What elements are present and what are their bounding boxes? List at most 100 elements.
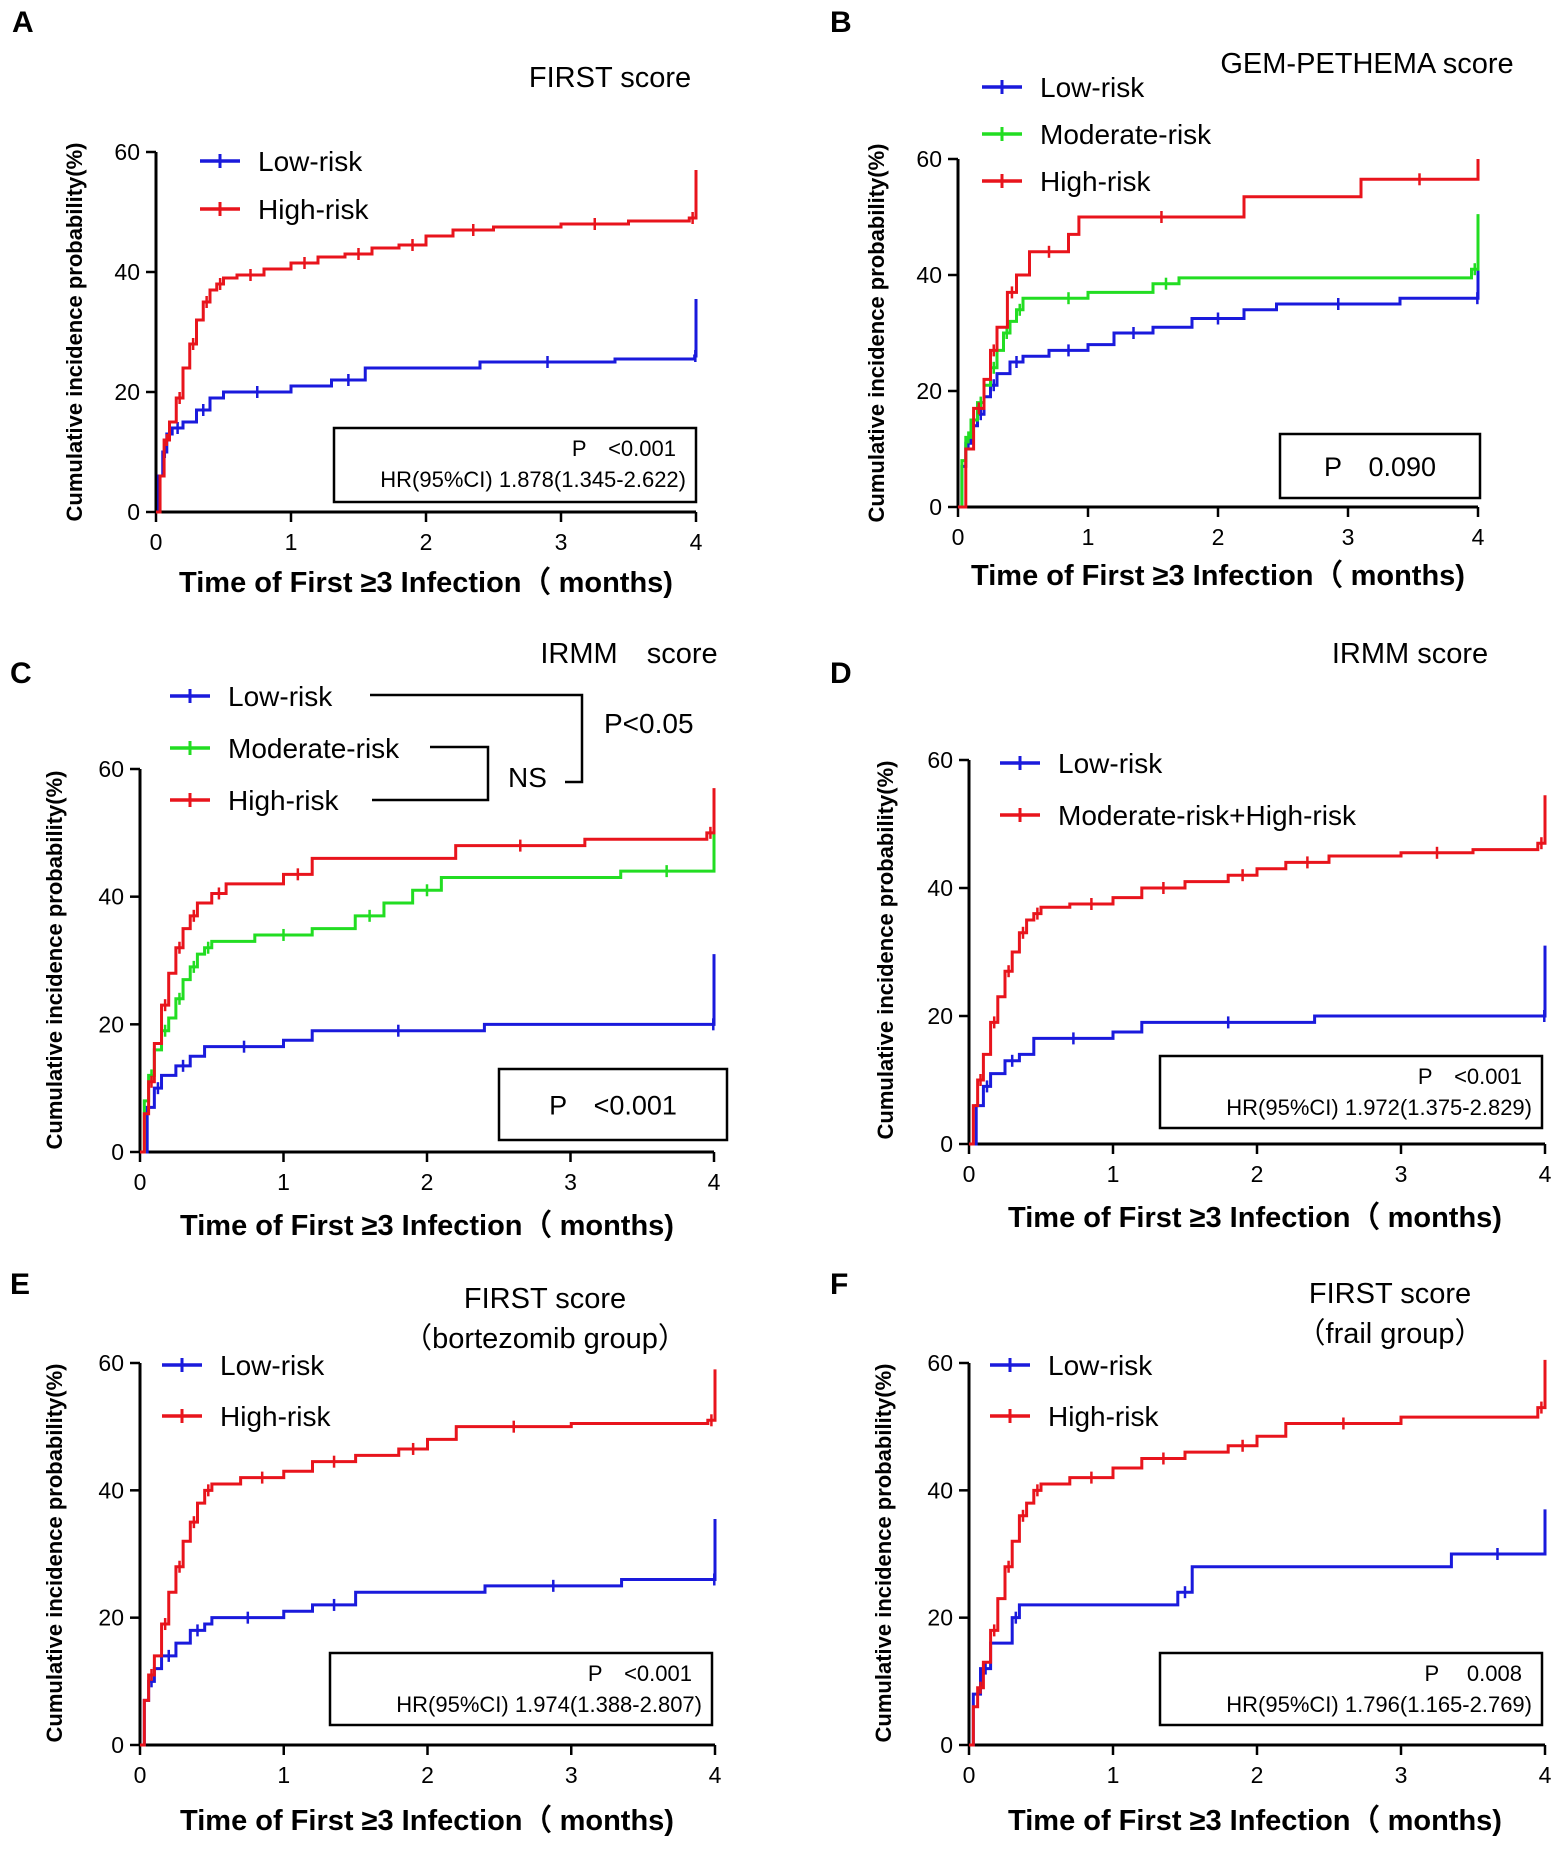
- x-tick-label: 3: [564, 1169, 577, 1195]
- stats-box: [1158, 1054, 1544, 1130]
- hazard-ratio: HR(95%CI) 1.796(1.165-2.769): [1226, 1692, 1532, 1717]
- x-tick-label: 3: [555, 529, 568, 555]
- x-tick-label: 3: [1395, 1161, 1408, 1187]
- x-tick-label: 4: [1472, 524, 1485, 550]
- x-tick-label: 1: [1082, 524, 1095, 550]
- legend-label: Moderate-risk: [1040, 119, 1212, 150]
- panel-e: E FIRST score （bortezomib group） 0 20 40 60 0 1 2…: [10, 1268, 722, 1837]
- y-tick-label: 20: [114, 379, 140, 405]
- chart-title: FIRST score: [464, 1283, 626, 1315]
- stats-box: [332, 426, 698, 504]
- x-tick-label: 0: [952, 524, 965, 550]
- stats-box: [328, 1651, 714, 1727]
- chart-title: IRMM score: [540, 638, 717, 670]
- p-value: P <0.001: [588, 1661, 692, 1686]
- x-axis-title: Time of First ≥3 Infection（ months): [179, 566, 673, 599]
- x-axis-title: Time of First ≥3 Infection（ months): [1008, 1201, 1502, 1234]
- p-value: P <0.001: [549, 1091, 677, 1121]
- curve-high-risk: [958, 159, 1480, 509]
- panel-d: D IRMM score 0 20 40 60 0 1 2 3 4 Time of First ≥3 …: [830, 638, 1552, 1234]
- x-tick-label: 3: [1395, 1762, 1408, 1788]
- x-tick-label: 2: [420, 529, 433, 555]
- y-tick-label: 0: [111, 1139, 124, 1165]
- y-tick-label: 40: [98, 1477, 124, 1503]
- y-tick-label: 0: [940, 1732, 953, 1758]
- curve-moderate-risk-high-risk: [969, 795, 1547, 1146]
- panel-letter: E: [10, 1268, 30, 1301]
- y-axis-title: Cumulative incidence probability(%): [42, 1364, 67, 1743]
- hazard-ratio: HR(95%CI) 1.878(1.345-2.622): [380, 467, 686, 492]
- annotation-ns: NS: [508, 762, 547, 793]
- panel-letter: F: [830, 1268, 848, 1301]
- chart-title: GEM-PETHEMA score: [1220, 48, 1513, 80]
- x-tick-label: 0: [134, 1762, 147, 1788]
- x-tick-label: 2: [1251, 1161, 1264, 1187]
- x-axis-title: Time of First ≥3 Infection（ months): [180, 1209, 674, 1242]
- stats-box: [1278, 432, 1482, 500]
- chart-title: FIRST score: [529, 62, 691, 94]
- hazard-ratio: HR(95%CI) 1.972(1.375-2.829): [1226, 1095, 1532, 1120]
- chart-title: FIRST score: [1309, 1278, 1471, 1310]
- y-tick-label: 40: [916, 262, 942, 288]
- x-axis-title: Time of First ≥3 Infection（ months): [1008, 1804, 1502, 1837]
- x-tick-label: 1: [285, 529, 298, 555]
- legend-label: Low-risk: [220, 1350, 325, 1381]
- bracket-p-value: [370, 693, 584, 784]
- p-value: P <0.001: [572, 436, 676, 461]
- curve-high-risk: [969, 1359, 1547, 1747]
- y-tick-label: 60: [927, 747, 953, 773]
- curve-low-risk: [140, 1518, 717, 1747]
- y-axis-title: Cumulative incidence probability(%): [62, 143, 87, 522]
- hazard-ratio: HR(95%CI) 1.974(1.388-2.807): [396, 1692, 702, 1717]
- y-tick-label: 20: [916, 378, 942, 404]
- curve-low-risk: [156, 299, 698, 514]
- y-tick-label: 60: [114, 139, 140, 165]
- y-tick-label: 0: [111, 1732, 124, 1758]
- x-tick-label: 4: [709, 1762, 722, 1788]
- legend-label: High-risk: [1040, 166, 1151, 197]
- curve-high-risk: [140, 1369, 717, 1747]
- x-tick-label: 1: [1107, 1161, 1120, 1187]
- x-tick-label: 2: [421, 1762, 434, 1788]
- x-tick-label: 0: [150, 529, 163, 555]
- x-tick-label: 3: [1342, 524, 1355, 550]
- x-tick-label: 2: [1212, 524, 1225, 550]
- legend-label: Low-risk: [1048, 1350, 1153, 1381]
- legend-label: High-risk: [1048, 1401, 1159, 1432]
- curve-low-risk: [969, 945, 1547, 1146]
- y-tick-label: 40: [927, 875, 953, 901]
- stats-box: [1158, 1651, 1544, 1727]
- x-tick-label: 3: [565, 1762, 578, 1788]
- y-axis-title: Cumulative incidence probability(%): [871, 1364, 896, 1743]
- x-tick-label: 4: [708, 1169, 721, 1195]
- p-value: P 0.090: [1324, 452, 1436, 482]
- panel-letter: C: [10, 657, 32, 690]
- y-tick-label: 40: [98, 884, 124, 910]
- y-tick-label: 20: [98, 1605, 124, 1631]
- curve-low-risk: [140, 954, 716, 1154]
- panel-letter: A: [12, 6, 34, 39]
- x-tick-label: 4: [690, 529, 703, 555]
- y-tick-label: 0: [929, 494, 942, 520]
- x-tick-label: 2: [1251, 1762, 1264, 1788]
- legend-label: Moderate-risk: [228, 733, 400, 764]
- panel-b: B GEM-PETHEMA score 0 20 40 60 0 1 2 3 4 Time of Fi…: [830, 6, 1514, 592]
- annotation-p-significant: P<0.05: [604, 708, 694, 739]
- legend-label: High-risk: [228, 785, 339, 816]
- y-tick-label: 20: [927, 1003, 953, 1029]
- curve-high-risk: [140, 788, 716, 1154]
- panel-c: C IRMM score 0 20 40 60 0 1 2 3 4 Time of First ≥3 …: [10, 638, 729, 1242]
- y-tick-label: 20: [98, 1011, 124, 1037]
- chart-title: （bortezomib group）: [403, 1323, 687, 1355]
- y-axis-title: Cumulative incidence probability(%): [873, 761, 898, 1140]
- legend-label: Moderate-risk+High-risk: [1058, 800, 1357, 831]
- chart-title: IRMM score: [1332, 638, 1488, 670]
- x-tick-label: 0: [134, 1169, 147, 1195]
- y-tick-label: 0: [940, 1131, 953, 1157]
- x-tick-label: 1: [277, 1762, 290, 1788]
- x-axis-title: Time of First ≥3 Infection（ months): [971, 559, 1465, 592]
- x-tick-label: 1: [277, 1169, 290, 1195]
- p-value: P 0.008: [1425, 1661, 1522, 1686]
- y-tick-label: 20: [927, 1605, 953, 1631]
